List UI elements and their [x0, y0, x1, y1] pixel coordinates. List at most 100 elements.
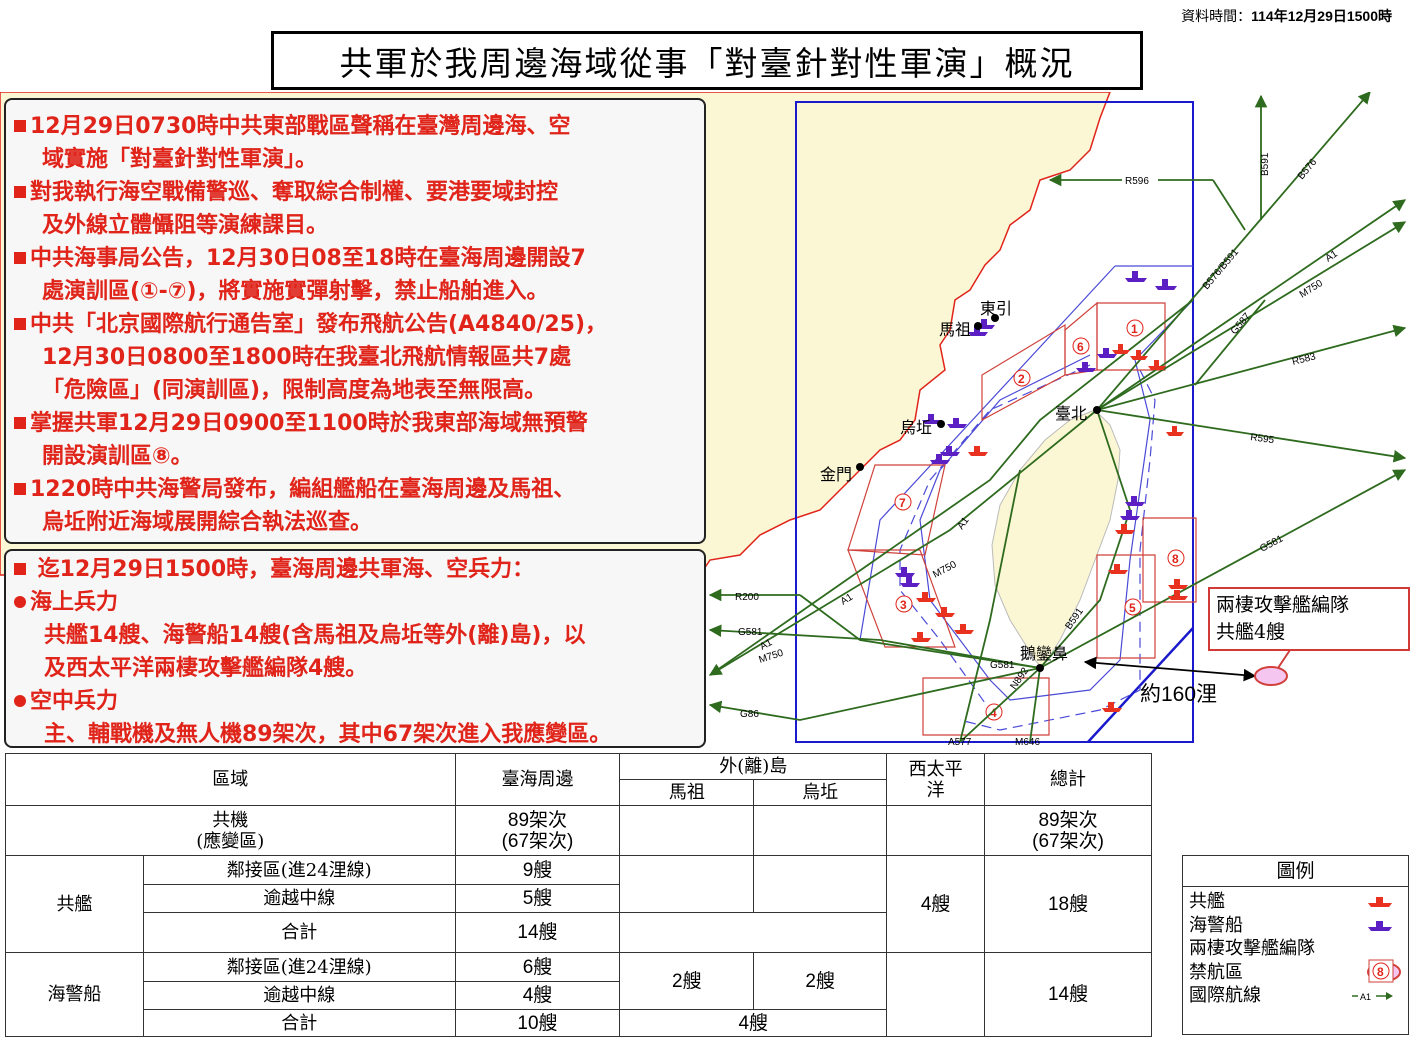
- summary-item-2-cont: 及外線立體懾阻等演練課目。: [42, 213, 329, 238]
- place-eluanbi: 鵝鑾鼻: [1020, 644, 1069, 663]
- red-ship-icon: [1368, 897, 1392, 907]
- coast-guard-west-pacific: [886, 952, 986, 1037]
- response-zone-frame: [795, 101, 1194, 743]
- svg-text:1: 1: [1131, 322, 1138, 336]
- zone-numbers: 1 2 3 4 5 6 7 8: [894, 319, 1185, 721]
- svg-text:M646: M646: [1015, 737, 1040, 748]
- svg-text:3: 3: [900, 598, 907, 612]
- svg-text:G581: G581: [990, 660, 1015, 671]
- distance-label: 約160浬: [1140, 683, 1218, 706]
- bullet-square-icon: [14, 252, 26, 264]
- svg-text:G86: G86: [740, 709, 759, 720]
- svg-text:A1: A1: [1360, 992, 1371, 1002]
- summary-item-1-cont: 域實施「對臺針對性軍演」。: [42, 147, 318, 172]
- sea-forces-title: 海上兵力: [30, 590, 119, 615]
- pla-ships-matsu: [619, 855, 755, 913]
- summary-item-1: 12月29日0730時中共東部戰區聲稱在臺灣周邊海、空: [30, 114, 571, 139]
- purple-ship-icon: [1368, 920, 1392, 931]
- route-g581-east: [1039, 469, 1407, 669]
- callout-line-1: 兩棲攻擊艦編隊: [1216, 594, 1350, 616]
- pla-ships-wuqiu: [753, 855, 888, 913]
- aircraft-west-pacific: [886, 805, 986, 856]
- row-aircraft-label: 共機 (應變區): [5, 805, 456, 856]
- zone-2: [981, 323, 1066, 422]
- summary-item-5: 掌握共軍12月29日0900至1100時於我東部海域無預警: [30, 411, 588, 436]
- route-g86: [708, 667, 1041, 721]
- pla-ships-row-label: 鄰接區(進24浬線): [142, 855, 456, 885]
- svg-text:7: 7: [899, 496, 906, 510]
- summary-item-6-cont: 烏坵附近海域展開綜合執法巡查。: [42, 510, 373, 535]
- pla-ships: [911, 344, 1188, 712]
- route-r595: [1096, 409, 1407, 463]
- pla-ships-total: 18艘: [984, 855, 1152, 953]
- pla-ships-outer-total: [619, 912, 888, 953]
- air-forces-title: 空中兵力: [30, 689, 119, 714]
- bullet-square-icon: [14, 120, 26, 132]
- timestamp-label: 資料時間：: [1181, 8, 1252, 24]
- zone-3: [847, 549, 956, 648]
- route-arrow-icon: A1: [1352, 992, 1393, 1002]
- force-statistics-table: 區域 臺海周邊 外(離)島 西太平洋 總計 馬祖 烏坵 共機 (應變區) 89架次…: [5, 753, 1152, 1037]
- coast-guard-row-label: 合計: [142, 1009, 456, 1037]
- place-dongyin: 東引: [980, 299, 1013, 318]
- header-total: 總計: [984, 753, 1152, 806]
- header-west-pacific: 西太平洋: [886, 753, 986, 806]
- legend-title: 圖例: [1183, 856, 1408, 887]
- svg-text:G581: G581: [738, 627, 763, 638]
- coast-guard-row-strait: 10艘: [454, 1009, 621, 1037]
- zone-1: [1096, 302, 1166, 371]
- callout-line-2: 共艦4艘: [1216, 621, 1286, 643]
- pla-ships-label: 共艦: [5, 855, 144, 953]
- coast-guard-total: 14艘: [984, 952, 1152, 1037]
- bullet-square-icon: [14, 563, 26, 575]
- air-forces-line-1: 主、輔戰機及無人機89架次，其中67架次進入我應變區。: [44, 722, 612, 747]
- aircraft-strait: 89架次 (67架次): [454, 805, 621, 856]
- svg-text:6: 6: [1077, 340, 1084, 354]
- summary-item-4-cont2: 「危險區」(同演訓區)，限制高度為地表至無限高。: [42, 378, 547, 403]
- summary-item-6: 1220時中共海警局發布，編組艦船在臺海周邊及馬祖、: [30, 477, 576, 502]
- timestamp-value: 114年12月29日1500時: [1251, 8, 1392, 24]
- pla-ships-row-strait: 9艘: [454, 855, 621, 885]
- header-outer-islands: 外(離)島: [619, 753, 888, 780]
- sea-forces-line-2: 及西太平洋兩棲攻擊艦編隊4艘。: [44, 656, 368, 681]
- sea-forces-line-1: 共艦14艘、海警船14艘(含馬祖及烏坵等外(離)島)，以: [44, 623, 586, 648]
- summary-item-5-cont: 開設演訓區⑧。: [42, 444, 193, 469]
- amphibious-group-marker: [1254, 666, 1288, 686]
- summary-item-2: 對我執行海空戰備警巡、奪取綜合制權、要港要域封控: [30, 180, 559, 205]
- svg-text:A1: A1: [839, 592, 856, 608]
- aircraft-total: 89架次 (67架次): [984, 805, 1152, 856]
- svg-text:2: 2: [1018, 372, 1025, 386]
- header-region: 區域: [5, 753, 456, 806]
- svg-text:5: 5: [1129, 601, 1136, 615]
- summary-panel: 12月29日0730時中共東部戰區聲稱在臺灣周邊海、空 域實施「對臺針對性軍演」…: [4, 98, 706, 544]
- taiwan-island: [991, 409, 1121, 669]
- zone-7: [847, 464, 946, 556]
- route-a1: [1096, 199, 1407, 411]
- coast-guard-outer-total: 4艘: [619, 1009, 888, 1037]
- bullet-square-icon: [14, 417, 26, 429]
- svg-text:4: 4: [990, 706, 997, 720]
- header-strait: 臺海周邊: [454, 753, 621, 806]
- route-g581-west: [708, 624, 1041, 669]
- summary-item-4: 中共「北京國際航行通告室」發布飛航公告(A4840/25)，: [30, 312, 608, 337]
- svg-text:B576: B576: [1296, 157, 1320, 182]
- legend-item-coast-guard: 海警船: [1189, 914, 1402, 938]
- data-timestamp: 資料時間：114年12月29日1500時: [1181, 6, 1392, 26]
- svg-text:G587: G587: [1229, 311, 1253, 337]
- forces-panel: 迄12月29日1500時，臺海周邊共軍海、空兵力： 海上兵力 共艦14艘、海警船…: [4, 549, 706, 748]
- distance-arrow: [1083, 656, 1257, 682]
- numbered-zone-icon: 8: [1368, 959, 1394, 982]
- svg-text:R596: R596: [1125, 176, 1149, 187]
- place-matsu: 馬祖: [939, 320, 972, 339]
- legend-item-no-sail-zone: 禁航區 8: [1189, 959, 1402, 985]
- svg-text:G581: G581: [1258, 533, 1285, 554]
- place-taipei: 臺北: [1055, 404, 1088, 423]
- zone-4: [922, 677, 1050, 736]
- svg-text:R583: R583: [1291, 351, 1317, 368]
- svg-text:A577: A577: [948, 737, 972, 748]
- zone-8: [1142, 517, 1197, 603]
- route-a1-west: [708, 409, 1098, 676]
- route-r583: [1096, 324, 1407, 411]
- coast-guard-row-strait: 6艘: [454, 952, 621, 982]
- header-matsu: 馬祖: [619, 779, 755, 806]
